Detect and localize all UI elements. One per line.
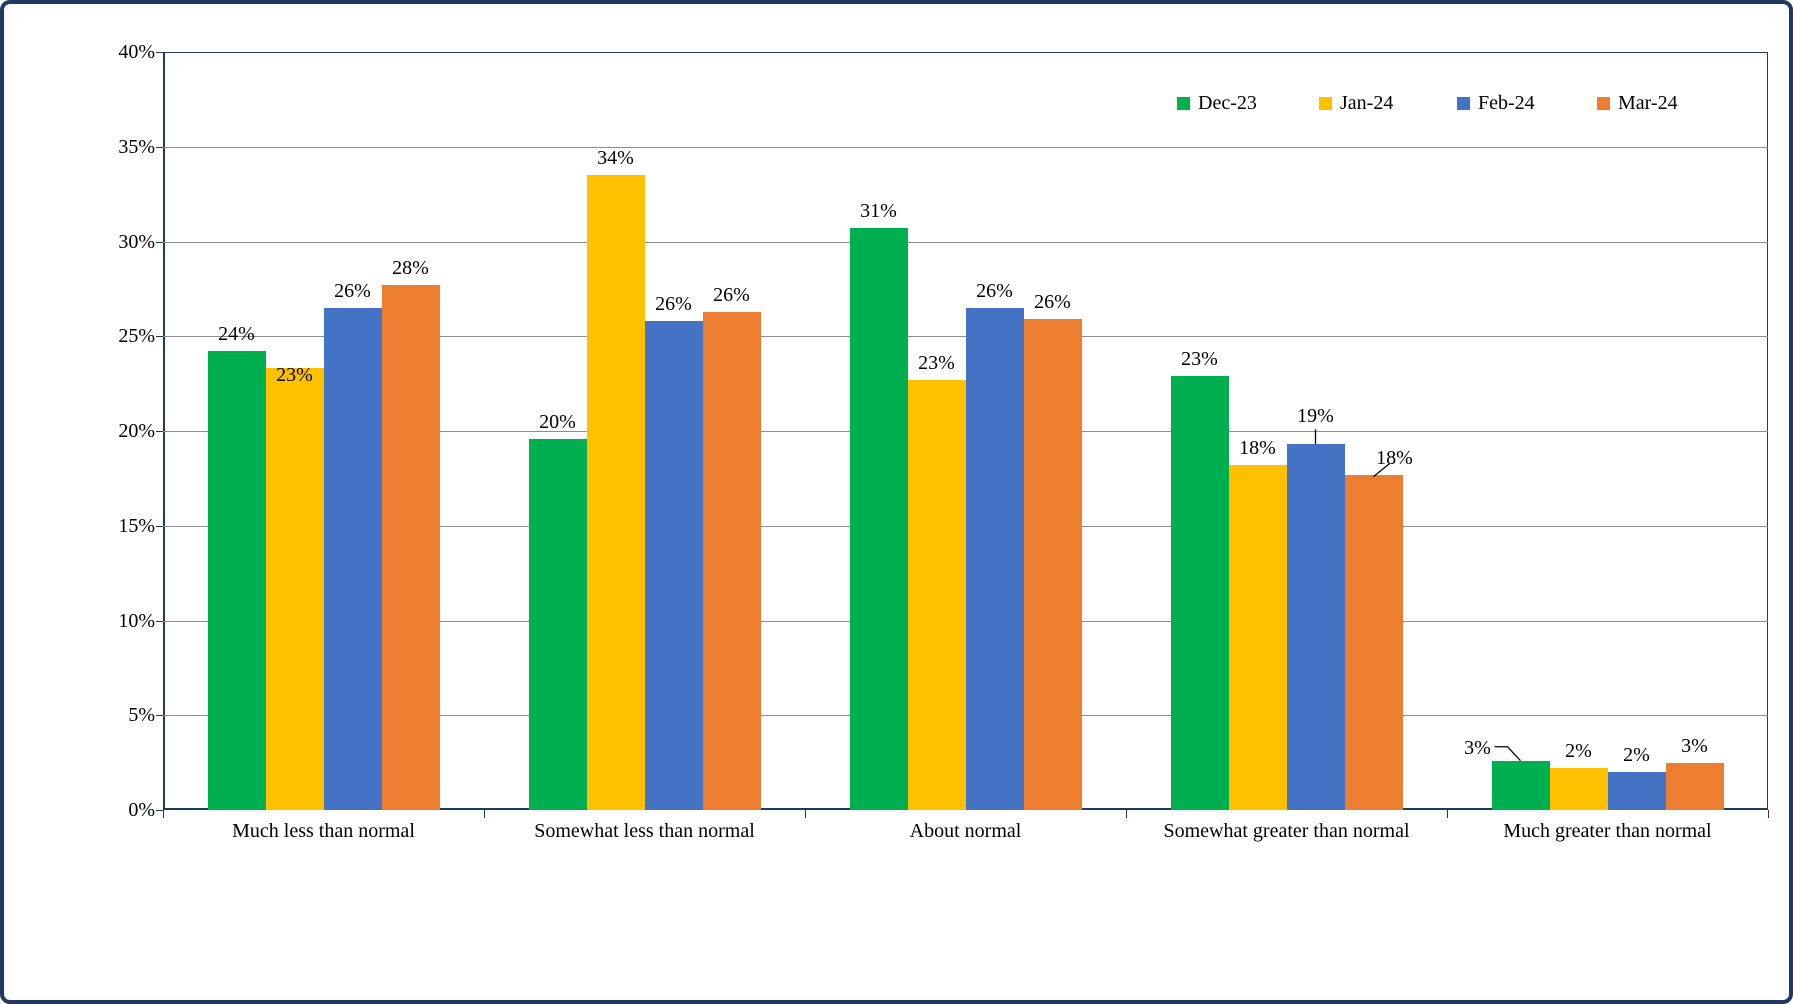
y-tick: [156, 431, 163, 432]
y-axis-label-25: 25%: [118, 325, 155, 348]
bar-jan-24-c3: [1228, 465, 1287, 810]
y-tick: [156, 336, 163, 338]
data-label-jan-24-c2: 23%: [918, 351, 955, 374]
bar-feb-24-c4: [1607, 772, 1666, 810]
bar-mar-24-c0: [381, 285, 440, 810]
bar-jan-24-c1: [586, 175, 645, 810]
bar-jan-24-c4: [1549, 768, 1608, 810]
y-axis-label-0: 0%: [128, 799, 155, 821]
data-label-dec-23-c1: 20%: [539, 410, 576, 433]
category-label-somewhat-less-than-normal: Somewhat less than normal: [534, 820, 755, 842]
y-tick: [156, 146, 163, 148]
data-label-feb-24-c4: 2%: [1623, 744, 1650, 767]
category-label-much-less-than-normal: Much less than normal: [232, 820, 415, 842]
y-tick: [156, 525, 163, 527]
bar-feb-24-c0: [323, 307, 382, 810]
data-label-jan-24-c4: 2%: [1565, 740, 1592, 763]
data-label-feb-24-c0: 26%: [334, 279, 371, 302]
data-label-jan-24-c3: 18%: [1239, 437, 1276, 460]
data-label-dec-23-c3: 23%: [1181, 348, 1218, 371]
data-label-mar-24-c0: 28%: [392, 257, 429, 280]
bar-mar-24-c1: [702, 311, 761, 810]
bar-mar-24-c4: [1665, 762, 1724, 810]
x-tick: [484, 810, 485, 818]
data-label-mar-24-c3: 18%: [1376, 446, 1413, 469]
data-label-feb-24-c2: 26%: [976, 279, 1013, 302]
category-label-somewhat-greater-than-normal: Somewhat greater than normal: [1163, 820, 1410, 842]
bar-dec-23-c3: [1170, 376, 1229, 810]
y-axis-label-15: 15%: [118, 514, 155, 537]
bar-feb-24-c1: [644, 321, 703, 810]
bar-dec-23-c4: [1491, 760, 1550, 810]
data-label-dec-23-c2: 31%: [860, 200, 897, 223]
y-axis-label-10: 10%: [118, 609, 155, 632]
bar-dec-23-c2: [849, 228, 908, 810]
y-axis-label-5: 5%: [128, 704, 155, 727]
data-label-mar-24-c4: 3%: [1681, 734, 1708, 757]
data-label-feb-24-c1: 26%: [655, 293, 692, 316]
y-axis-label-30: 30%: [118, 230, 155, 253]
y-axis-label-35: 35%: [118, 135, 155, 158]
bar-feb-24-c2: [965, 307, 1024, 810]
data-label-mar-24-c1: 26%: [713, 283, 750, 306]
gridline-35: [163, 146, 1768, 148]
category-label-much-greater-than-normal: Much greater than normal: [1503, 820, 1712, 842]
x-tick: [805, 810, 806, 818]
bar-jan-24-c2: [907, 379, 966, 810]
data-label-dec-23-c4: 3%: [1464, 736, 1491, 759]
y-tick: [156, 52, 163, 53]
y-tick: [156, 620, 163, 622]
data-label-mar-24-c2: 26%: [1034, 291, 1071, 314]
y-tick: [156, 241, 163, 243]
bar-jan-24-c0: [265, 368, 324, 810]
y-axis-label-40: 40%: [118, 41, 155, 63]
bar-feb-24-c3: [1286, 444, 1345, 810]
y-axis-label-20: 20%: [118, 420, 155, 442]
x-tick: [1126, 810, 1127, 818]
data-label-feb-24-c3: 19%: [1297, 405, 1334, 428]
bar-dec-23-c1: [528, 438, 587, 810]
x-tick: [1768, 810, 1769, 818]
bar-mar-24-c2: [1023, 319, 1082, 810]
gridline-30: [163, 241, 1768, 243]
category-label-about-normal: About normal: [909, 820, 1022, 842]
data-label-jan-24-c1: 34%: [597, 147, 634, 170]
y-tick: [156, 715, 163, 717]
data-label-jan-24-c0: 23%: [276, 364, 313, 387]
x-tick: [1447, 810, 1448, 818]
data-label-dec-23-c0: 24%: [218, 323, 255, 346]
bar-dec-23-c0: [207, 351, 266, 810]
bar-mar-24-c3: [1344, 474, 1403, 810]
y-tick: [156, 810, 163, 811]
x-tick: [163, 810, 164, 818]
